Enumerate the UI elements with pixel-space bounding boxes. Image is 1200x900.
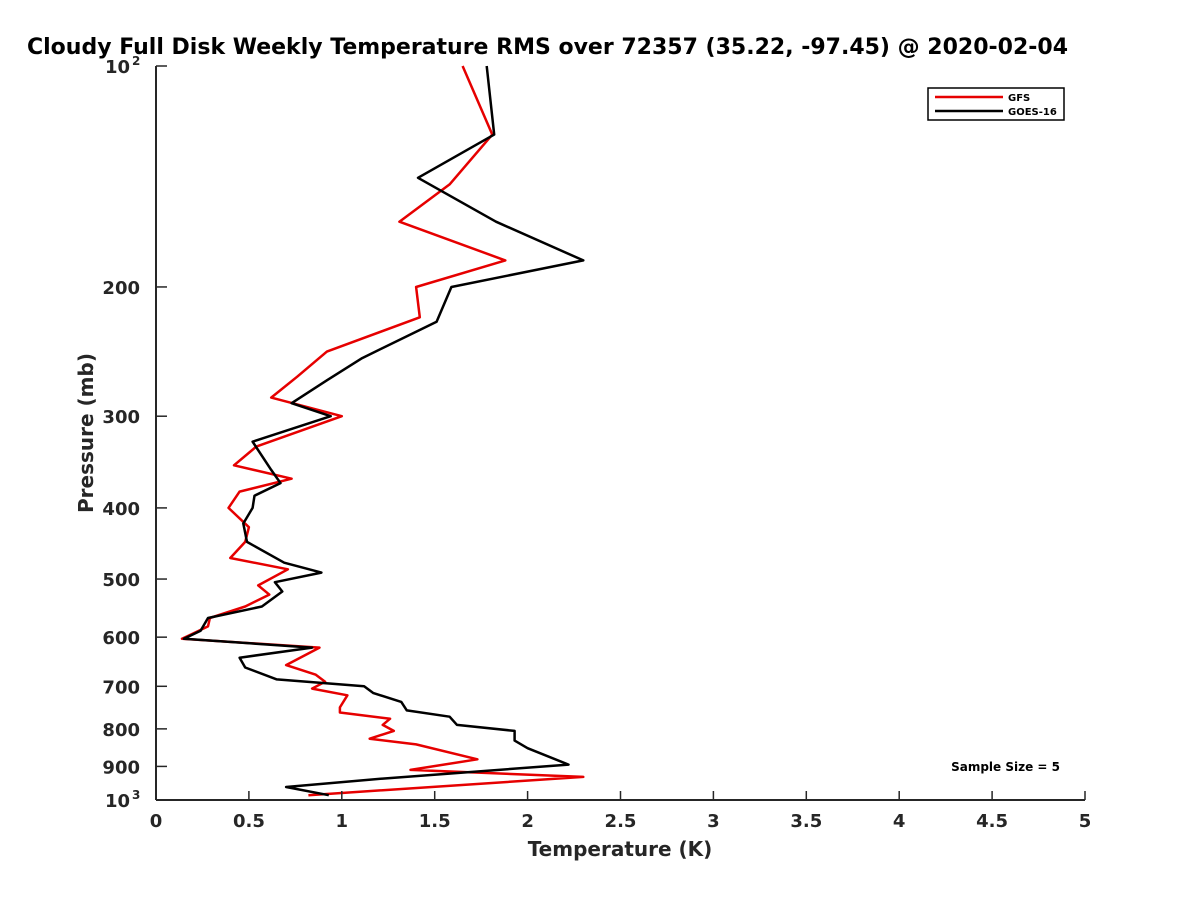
plot-area bbox=[180, 65, 585, 797]
x-axis-label: Temperature (K) bbox=[528, 837, 713, 861]
legend-goes16-label: GOES-16 bbox=[1008, 107, 1057, 118]
legend-gfs-label: GFS bbox=[1008, 93, 1030, 104]
legend: GFS GOES-16 bbox=[927, 87, 1065, 121]
x-tick-label: 0.5 bbox=[233, 811, 265, 832]
series-line-goes-16 bbox=[182, 65, 585, 797]
chart-title: Cloudy Full Disk Weekly Temperature RMS … bbox=[27, 35, 1068, 60]
y-tick-label: 400 bbox=[102, 499, 140, 520]
y-axis-label: Pressure (mb) bbox=[74, 353, 98, 513]
y-tick-label: 800 bbox=[102, 720, 140, 741]
y-tick-label: 300 bbox=[102, 407, 140, 428]
y-tick-label: 700 bbox=[102, 677, 140, 698]
y-tick-label-exponent: 3 bbox=[132, 788, 140, 802]
x-tick-label: 0 bbox=[150, 811, 163, 832]
x-tick-label: 5 bbox=[1079, 811, 1092, 832]
x-tick-label: 1.5 bbox=[419, 811, 451, 832]
x-tick-label: 4.5 bbox=[976, 811, 1008, 832]
y-tick-label: 10 bbox=[105, 791, 130, 812]
y-tick-label: 900 bbox=[102, 757, 140, 778]
x-tick-label: 3.5 bbox=[790, 811, 822, 832]
y-tick-label: 500 bbox=[102, 570, 140, 591]
x-tick-label: 1 bbox=[336, 811, 349, 832]
y-tick-label: 10 bbox=[105, 57, 130, 78]
legend-box bbox=[927, 87, 1065, 121]
y-tick-label: 200 bbox=[102, 278, 140, 299]
x-tick-label: 2 bbox=[521, 811, 534, 832]
y-tick-label: 600 bbox=[102, 628, 140, 649]
sample-size-annotation: Sample Size = 5 bbox=[951, 760, 1060, 774]
x-tick-label: 3 bbox=[707, 811, 720, 832]
series-line-gfs bbox=[180, 65, 585, 797]
y-tick-label-exponent: 2 bbox=[132, 54, 140, 68]
x-tick-label: 4 bbox=[893, 811, 906, 832]
x-tick-label: 2.5 bbox=[605, 811, 637, 832]
x-axis: 0 0.5 1 1.5 2 2.5 3 3.5 4 4.5 5 bbox=[150, 791, 1092, 832]
